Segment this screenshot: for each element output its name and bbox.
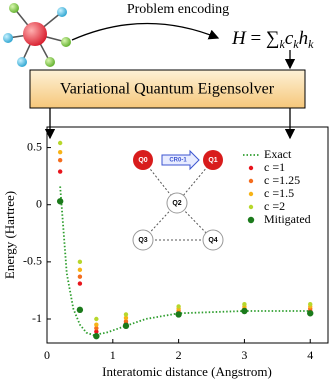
data-point bbox=[77, 267, 83, 273]
data-point bbox=[94, 322, 99, 327]
y-tick-label: 0.5 bbox=[27, 139, 42, 153]
data-point bbox=[93, 332, 100, 340]
data-point bbox=[57, 149, 63, 155]
data-point bbox=[308, 301, 313, 307]
data-point bbox=[123, 312, 129, 317]
vqe-label: Variational Quantum Eigensolver bbox=[60, 81, 275, 98]
x-tick-label: 0 bbox=[44, 348, 50, 362]
legend-swatch bbox=[248, 191, 254, 197]
legend-label: Mitigated bbox=[264, 212, 311, 226]
gate-label: CR0-1 bbox=[169, 158, 187, 164]
legend-swatch bbox=[247, 216, 255, 224]
y-tick-label: -0.5 bbox=[23, 254, 42, 268]
data-point bbox=[123, 319, 129, 324]
data-point bbox=[77, 281, 83, 286]
data-point bbox=[307, 310, 314, 317]
formula-part: ∑ bbox=[266, 28, 280, 49]
y-axis-label: Energy (Hartree) bbox=[2, 191, 17, 279]
qubit-inset: CR0-1 Q0 Q1 Q2 Q3 Q4 bbox=[132, 149, 224, 251]
qubit-label: Q2 bbox=[172, 200, 181, 207]
formula: H = ∑kckhk bbox=[231, 28, 314, 50]
y-tick-label: -1 bbox=[32, 311, 42, 325]
legend-swatch bbox=[248, 204, 254, 210]
data-point bbox=[77, 259, 83, 265]
qubit-label: Q0 bbox=[138, 157, 147, 164]
y-tick-label: 0 bbox=[36, 196, 42, 210]
formula-part: k bbox=[280, 37, 286, 51]
data-point bbox=[76, 306, 84, 314]
x-tick-label: 3 bbox=[241, 348, 247, 362]
x-axis-label: Interatomic distance (Angstrom) bbox=[102, 364, 272, 379]
data-point bbox=[94, 329, 99, 334]
formula-part: k bbox=[293, 37, 299, 51]
qubit-label: Q4 bbox=[208, 237, 217, 244]
legend-label: c =1.5 bbox=[264, 186, 294, 200]
data-point bbox=[57, 157, 63, 163]
encoding-arrow bbox=[71, 22, 220, 41]
data-point bbox=[242, 301, 247, 307]
formula-part: = bbox=[250, 28, 261, 49]
x-tick-label: 1 bbox=[110, 348, 116, 362]
data-point bbox=[123, 315, 129, 321]
data-point bbox=[122, 322, 130, 330]
plot-frame bbox=[46, 126, 329, 344]
data-point bbox=[57, 169, 63, 174]
data-point bbox=[56, 198, 64, 205]
data-point bbox=[94, 325, 99, 331]
legend-label: c =1 bbox=[264, 160, 285, 174]
data-point bbox=[77, 274, 83, 279]
legend-label: c =2 bbox=[264, 199, 285, 213]
data-point bbox=[175, 311, 182, 318]
legend-label: c =1.25 bbox=[264, 173, 300, 187]
data-point bbox=[94, 316, 99, 322]
qubit-label: Q1 bbox=[208, 157, 217, 164]
x-tick-label: 4 bbox=[307, 348, 313, 362]
qubit-label: Q3 bbox=[138, 237, 147, 244]
data-point bbox=[241, 307, 248, 315]
vqe-box bbox=[29, 69, 306, 109]
molecule-icon bbox=[3, 3, 71, 67]
x-tick-label: 2 bbox=[176, 348, 182, 362]
exact-line bbox=[59, 186, 311, 336]
formula-part: h bbox=[299, 28, 309, 49]
formula-part: H bbox=[231, 28, 247, 49]
legend-swatch bbox=[248, 178, 254, 184]
data-point bbox=[57, 140, 63, 146]
formula-part: c bbox=[285, 28, 294, 49]
legend-swatch bbox=[248, 165, 254, 171]
formula-part: k bbox=[308, 37, 314, 51]
legend-label: Exact bbox=[264, 147, 292, 161]
encoding-label: Problem encoding bbox=[127, 2, 229, 17]
data-point bbox=[176, 304, 181, 309]
